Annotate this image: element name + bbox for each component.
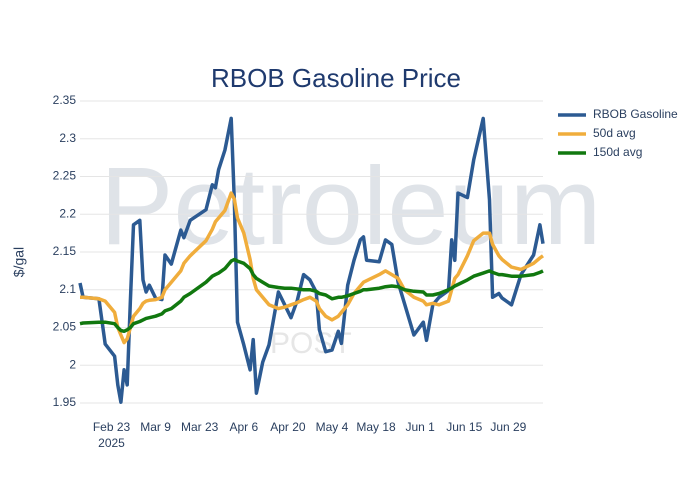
y-tick-label: 2.2 <box>59 206 76 220</box>
legend-label: 150d avg <box>593 145 642 159</box>
series-line <box>78 116 545 404</box>
x-tick-label: Apr 6 <box>229 420 258 434</box>
y-tick-label: 2.3 <box>59 131 76 145</box>
x-tick-label: Jun 29 <box>490 420 526 434</box>
x-tick-label: Apr 20 <box>270 420 306 434</box>
y-tick-label: 2.05 <box>53 320 77 334</box>
y-tick-label: 2.15 <box>53 244 77 258</box>
x-tick-label: May 18 <box>356 420 396 434</box>
series-line <box>80 191 545 345</box>
y-tick-label: 2.35 <box>53 93 77 107</box>
series-line <box>79 257 544 334</box>
watermark: Petroleum <box>100 145 601 268</box>
x-tick-label: Feb 23 2025 <box>93 420 131 450</box>
y-tick-label: 2 <box>69 357 76 371</box>
legend-label: 50d avg <box>593 126 636 140</box>
legend-label: RBOB Gasoline <box>593 107 678 121</box>
y-axis-label: $/gal <box>11 247 27 277</box>
y-tick-label: 2.25 <box>53 169 77 183</box>
x-tick-label: Mar 9 <box>140 420 171 434</box>
chart-title: RBOB Gasoline Price <box>211 63 461 93</box>
x-tick-label: Jun 1 <box>405 420 435 434</box>
y-tick-label: 2.1 <box>59 282 76 296</box>
x-tick-label: May 4 <box>316 420 349 434</box>
x-tick-label: Mar 23 <box>181 420 219 434</box>
x-tick-label: Jun 15 <box>446 420 482 434</box>
y-tick-label: 1.95 <box>53 395 77 409</box>
